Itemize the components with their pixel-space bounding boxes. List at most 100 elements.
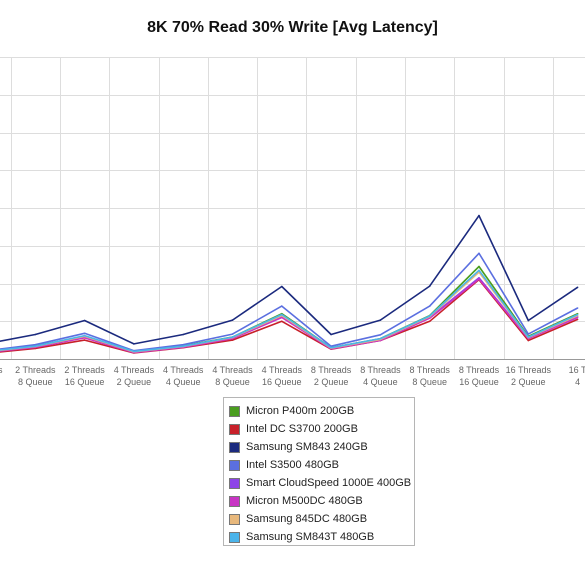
x-tick-label: 2 Queue	[314, 377, 349, 387]
data-point	[478, 277, 480, 279]
x-tick-label: 8 Queue	[412, 377, 447, 387]
x-tick-label: 2 Threads	[15, 365, 56, 375]
data-point	[576, 286, 579, 289]
x-tick-label: 2 Queue	[511, 377, 546, 387]
data-point	[34, 333, 37, 336]
legend-swatch	[229, 531, 240, 543]
legend: Micron P400m 200GB Intel DC S3700 200GB Sa…	[223, 397, 415, 546]
x-tick-label: 4 Threads	[114, 365, 155, 375]
data-point	[527, 333, 530, 335]
x-tick-label: 2 Queue	[117, 377, 152, 387]
data-point	[133, 343, 135, 345]
data-point	[34, 345, 37, 348]
legend-item: Samsung 845DC 480GB	[229, 510, 414, 528]
x-tick-label: 8 Threads	[410, 365, 451, 375]
legend-label: Micron P400m 200GB	[246, 405, 355, 417]
data-point	[428, 285, 431, 287]
data-point	[478, 265, 480, 268]
data-point	[428, 317, 431, 320]
legend-swatch	[229, 405, 240, 417]
data-point	[478, 214, 480, 217]
chart-title: 8K 70% Read 30% Write [Avg Latency]	[147, 19, 438, 36]
series-line	[0, 278, 578, 354]
x-tick-label: 4 Queue	[166, 377, 201, 387]
data-point	[281, 305, 283, 307]
x-tick-label: 16 Queue	[459, 377, 499, 387]
data-point	[527, 337, 530, 340]
data-point	[83, 319, 86, 322]
data-point	[231, 319, 234, 321]
x-tick-label: 8 Threads	[311, 365, 352, 375]
data-point	[576, 307, 579, 309]
x-tick-label: 8 Queue	[18, 377, 53, 387]
data-point	[428, 305, 431, 307]
data-point	[576, 316, 579, 319]
legend-swatch	[229, 513, 240, 525]
x-tick-label: 8 Threads	[360, 365, 401, 375]
x-tick-label: 16 Threads	[506, 365, 552, 375]
series-line	[0, 278, 578, 354]
x-tick-label: 8 Threads	[459, 365, 500, 375]
data-point	[231, 339, 234, 341]
data-point	[281, 313, 283, 316]
data-point	[379, 337, 382, 340]
legend-swatch	[229, 423, 240, 435]
data-point	[527, 336, 530, 338]
data-point	[281, 316, 283, 319]
legend-swatch	[229, 459, 240, 471]
data-point	[379, 334, 382, 336]
data-point	[182, 345, 184, 348]
legend-swatch	[229, 477, 240, 489]
data-point	[379, 319, 382, 321]
data-point	[478, 269, 480, 272]
data-point	[330, 333, 332, 336]
legend-swatch	[229, 495, 240, 507]
legend-item: Intel DC S3700 200GB	[229, 420, 414, 438]
legend-label: Samsung SM843 240GB	[246, 441, 368, 453]
x-tick-label: 4 Threads	[212, 365, 253, 375]
data-point	[231, 336, 234, 338]
data-point	[182, 333, 184, 336]
x-tick-label: 16 Queue	[65, 377, 105, 387]
x-tick-label: 8 Queue	[215, 377, 250, 387]
data-point	[478, 252, 480, 255]
x-tick-label: Threads	[0, 365, 3, 375]
grid-lines	[0, 57, 585, 359]
data-point	[428, 315, 431, 317]
data-point	[527, 339, 530, 342]
legend-item: Intel S3500 480GB	[229, 456, 414, 474]
data-point	[527, 319, 530, 322]
x-tick-label: 16 T	[569, 365, 585, 375]
data-point	[133, 350, 135, 353]
legend-item: Smart CloudSpeed 1000E 400GB	[229, 474, 414, 492]
data-point	[83, 337, 86, 339]
data-point	[281, 320, 283, 323]
data-point	[83, 334, 86, 337]
legend-swatch	[229, 441, 240, 453]
data-point	[231, 333, 234, 335]
legend-item: Micron P400m 200GB	[229, 402, 414, 420]
data-point	[428, 320, 431, 323]
legend-item: Samsung SM843 240GB	[229, 438, 414, 456]
data-point	[83, 339, 86, 341]
data-point	[182, 343, 184, 346]
legend-label: Micron M500DC 480GB	[246, 495, 363, 507]
x-tick-label: 4 Queue	[363, 377, 398, 387]
legend-label: Smart CloudSpeed 1000E 400GB	[246, 477, 412, 489]
legend-item: Micron M500DC 480GB	[229, 492, 414, 510]
data-point	[34, 343, 37, 346]
x-tick-label: 4	[575, 377, 580, 387]
x-tick-label: 16 Queue	[262, 377, 302, 387]
legend-label: Intel S3500 480GB	[246, 459, 339, 471]
data-point	[478, 278, 480, 280]
series-lines	[0, 214, 579, 354]
legend-item: Samsung SM843T 480GB	[229, 528, 414, 546]
x-tick-label: 2 Threads	[64, 365, 105, 375]
legend-label: Samsung 845DC 480GB	[246, 513, 368, 525]
legend-label: Intel DC S3700 200GB	[246, 423, 358, 435]
x-tick-label: 4 Threads	[262, 365, 303, 375]
data-point	[281, 285, 283, 288]
x-tick-label: 4 Threads	[163, 365, 204, 375]
